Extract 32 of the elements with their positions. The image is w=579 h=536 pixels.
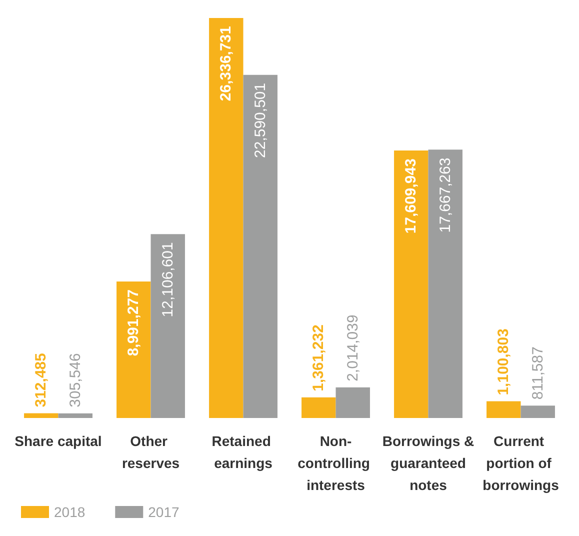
bar: [336, 387, 370, 418]
data-label: 811,587: [529, 346, 546, 400]
x-tick-label: Share capital: [14, 433, 102, 449]
bar: [58, 413, 92, 418]
bar: [428, 150, 462, 418]
bar: [394, 150, 428, 418]
data-label: 2,014,039: [344, 314, 362, 382]
data-label: 312,485: [32, 353, 50, 408]
x-tick-label: Non-controlling interests: [298, 433, 374, 493]
bar: [486, 401, 521, 418]
data-label: 12,106,601: [159, 242, 176, 318]
bar: [243, 74, 278, 418]
x-tick-label: Other reserves: [122, 433, 180, 471]
bar: [24, 413, 58, 418]
data-label: 17,609,943: [402, 158, 420, 234]
data-label: 17,667,263: [436, 158, 454, 233]
legend-label: 2018: [54, 504, 86, 520]
data-label: 1,100,803: [495, 328, 512, 396]
bar: [302, 397, 336, 418]
bar: [150, 234, 185, 418]
x-tick-label: Retained earnings: [212, 433, 275, 471]
bar: [116, 281, 151, 418]
data-label: 8,991,277: [125, 289, 142, 356]
data-label: 22,590,501: [252, 82, 269, 158]
bar: [209, 18, 244, 418]
data-label: 26,336,731: [218, 26, 235, 102]
data-label: 305,546: [66, 353, 84, 408]
data-label: 1,361,232: [310, 324, 328, 392]
legend-label: 2017: [148, 504, 180, 520]
x-tick-label: Borrowings & guaranteed notes: [382, 433, 474, 493]
bar: [520, 406, 555, 418]
x-tick-label: Current portion of borrowings: [482, 433, 560, 493]
